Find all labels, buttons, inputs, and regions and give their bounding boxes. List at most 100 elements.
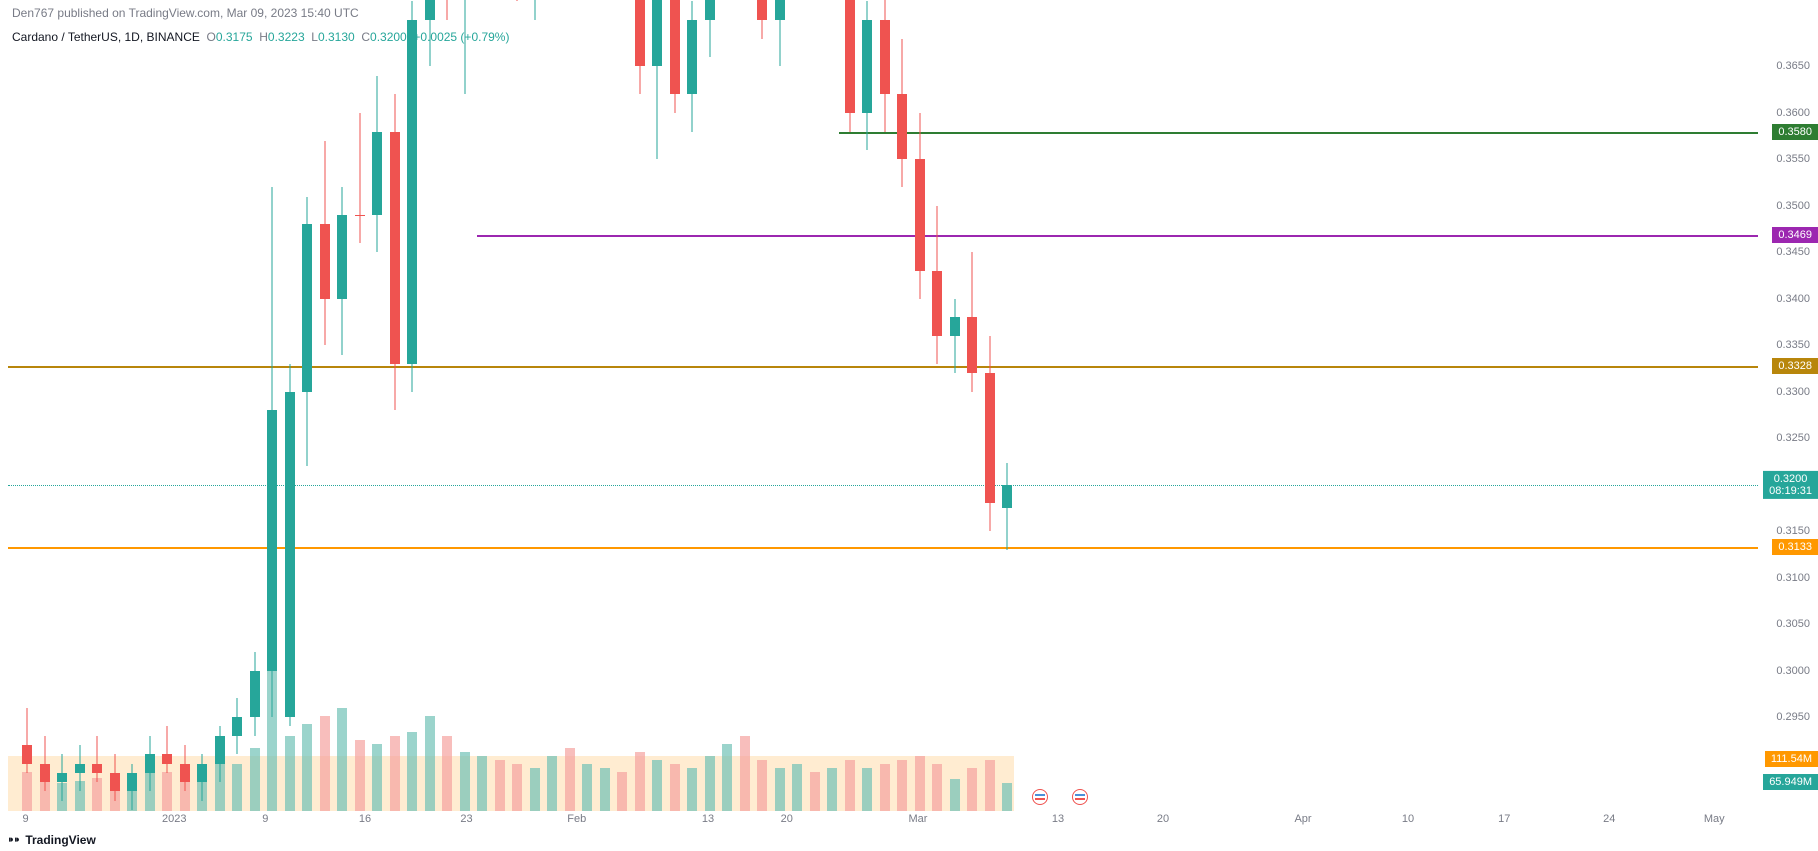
published-label: published on TradingView.com, bbox=[57, 6, 223, 20]
candle[interactable] bbox=[285, 364, 295, 726]
candle[interactable] bbox=[425, 0, 435, 66]
candle[interactable] bbox=[302, 197, 312, 467]
candle[interactable] bbox=[1002, 463, 1012, 549]
time-tick: 13 bbox=[702, 813, 714, 825]
candle[interactable] bbox=[652, 0, 662, 159]
price-tick: 0.3650 bbox=[1776, 60, 1810, 72]
price-tick: 0.3150 bbox=[1776, 525, 1810, 537]
price-tick: 0.3250 bbox=[1776, 432, 1810, 444]
time-tick: Mar bbox=[909, 813, 928, 825]
time-tick: 23 bbox=[460, 813, 472, 825]
publish-info: Den767 published on TradingView.com, Mar… bbox=[12, 6, 359, 20]
candle[interactable] bbox=[355, 113, 365, 243]
gold-level-label: 0.3328 bbox=[1772, 358, 1818, 374]
candlestick-chart[interactable] bbox=[8, 20, 1758, 811]
event-marker-icon[interactable] bbox=[1072, 789, 1088, 805]
purple-level[interactable] bbox=[477, 235, 1758, 237]
purple-level-label: 0.3469 bbox=[1772, 227, 1818, 243]
volume-bar bbox=[512, 764, 522, 811]
volume-bar bbox=[757, 760, 767, 811]
volume-bar bbox=[232, 764, 242, 811]
candle[interactable] bbox=[145, 736, 155, 792]
candle[interactable] bbox=[320, 141, 330, 345]
candle[interactable] bbox=[845, 0, 855, 132]
current-price-tag: 0.320008:19:31 bbox=[1763, 471, 1818, 499]
candle[interactable] bbox=[932, 206, 942, 364]
time-tick: 20 bbox=[1157, 813, 1169, 825]
candle[interactable] bbox=[250, 652, 260, 736]
candle[interactable] bbox=[162, 726, 172, 772]
volume-bar bbox=[372, 744, 382, 811]
price-tick: 0.2950 bbox=[1776, 711, 1810, 723]
candle[interactable] bbox=[670, 0, 680, 113]
candle[interactable] bbox=[442, 0, 452, 20]
candle[interactable] bbox=[460, 0, 470, 94]
volume-bar bbox=[687, 768, 697, 811]
price-tick: 0.3050 bbox=[1776, 618, 1810, 630]
volume-bar bbox=[390, 736, 400, 811]
candle[interactable] bbox=[530, 0, 540, 20]
candle[interactable] bbox=[687, 1, 697, 131]
volume-bar bbox=[477, 756, 487, 811]
candle[interactable] bbox=[985, 336, 995, 531]
candle[interactable] bbox=[75, 745, 85, 791]
candle[interactable] bbox=[57, 754, 67, 800]
candle[interactable] bbox=[232, 698, 242, 754]
candle[interactable] bbox=[897, 39, 907, 188]
volume-bar bbox=[775, 768, 785, 811]
volume-bar bbox=[845, 760, 855, 811]
time-tick: 9 bbox=[22, 813, 28, 825]
price-tick: 0.3300 bbox=[1776, 386, 1810, 398]
volume-bar bbox=[740, 736, 750, 811]
time-tick: 2023 bbox=[162, 813, 186, 825]
event-marker-icon[interactable] bbox=[1032, 789, 1048, 805]
candle[interactable] bbox=[915, 113, 925, 299]
candle[interactable] bbox=[757, 0, 767, 39]
candle[interactable] bbox=[337, 187, 347, 354]
candle[interactable] bbox=[512, 0, 522, 1]
volume-bar bbox=[862, 768, 872, 811]
green-resistance-label: 0.3580 bbox=[1772, 124, 1818, 140]
candle[interactable] bbox=[950, 299, 960, 373]
candle[interactable] bbox=[22, 708, 32, 773]
candle[interactable] bbox=[40, 736, 50, 792]
time-tick: May bbox=[1704, 813, 1725, 825]
candle[interactable] bbox=[407, 1, 417, 391]
time-tick: 13 bbox=[1052, 813, 1064, 825]
candle[interactable] bbox=[215, 726, 225, 782]
time-tick: 9 bbox=[262, 813, 268, 825]
price-tick: 0.3100 bbox=[1776, 572, 1810, 584]
candle[interactable] bbox=[127, 764, 137, 810]
time-axis[interactable]: 9202391623Feb1320Mar1320Apr101724May bbox=[8, 813, 1758, 833]
candle[interactable] bbox=[967, 252, 977, 391]
tv-logo-icon: ⁍⁍ bbox=[8, 833, 20, 847]
candle[interactable] bbox=[267, 187, 277, 717]
volume-bar bbox=[880, 764, 890, 811]
candle[interactable] bbox=[197, 754, 207, 800]
candle[interactable] bbox=[635, 0, 645, 94]
candle[interactable] bbox=[92, 736, 102, 782]
volume-bar bbox=[320, 716, 330, 811]
candle[interactable] bbox=[880, 0, 890, 132]
time-tick: 24 bbox=[1603, 813, 1615, 825]
candle[interactable] bbox=[705, 0, 715, 57]
candle[interactable] bbox=[372, 76, 382, 253]
volume-bar bbox=[460, 752, 470, 811]
time-tick: Feb bbox=[567, 813, 586, 825]
volume-bar bbox=[530, 768, 540, 811]
price-tick: 0.3550 bbox=[1776, 153, 1810, 165]
price-axis[interactable]: 0.36500.36000.35500.35000.34500.34000.33… bbox=[1760, 20, 1818, 811]
candle[interactable] bbox=[390, 94, 400, 410]
candle[interactable] bbox=[180, 745, 190, 791]
candle[interactable] bbox=[775, 0, 785, 66]
volume-tag: 111.54M bbox=[1765, 751, 1818, 767]
volume-bar bbox=[407, 732, 417, 811]
volume-bar bbox=[897, 760, 907, 811]
volume-bar bbox=[495, 760, 505, 811]
candle[interactable] bbox=[862, 1, 872, 150]
candle[interactable] bbox=[110, 754, 120, 800]
volume-bar bbox=[565, 748, 575, 811]
green-resistance[interactable] bbox=[839, 132, 1758, 134]
timestamp: Mar 09, 2023 15:40 UTC bbox=[227, 6, 359, 20]
time-tick: 17 bbox=[1498, 813, 1510, 825]
